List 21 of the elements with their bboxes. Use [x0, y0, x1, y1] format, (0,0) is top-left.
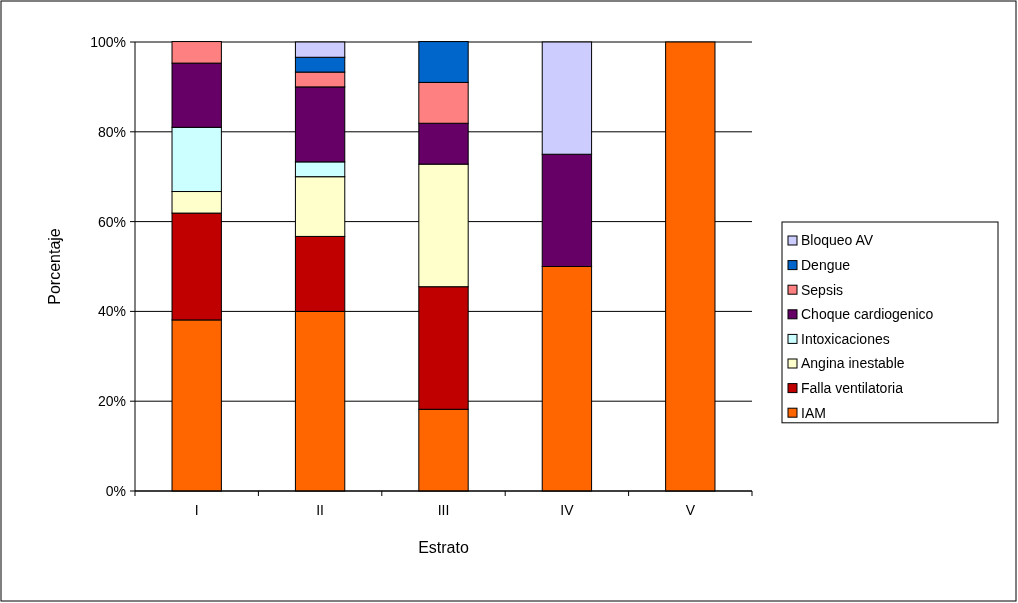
legend-label: Falla ventilatoria: [801, 380, 904, 396]
legend-label: Bloqueo AV: [801, 232, 874, 249]
x-tick-label: IV: [560, 502, 575, 518]
y-tick-label: 100%: [90, 33, 126, 50]
legend-label: Dengue: [801, 257, 851, 273]
x-tick-label: III: [437, 502, 450, 518]
x-tick-label: II: [316, 502, 324, 518]
y-tick-label: 40%: [97, 303, 126, 320]
legend-label: Choque cardiogenico: [801, 306, 934, 323]
y-axis-title: Porcentaje: [46, 228, 63, 305]
y-tick-label: 20%: [97, 393, 126, 410]
y-tick-label: 0%: [105, 482, 126, 499]
y-tick-label: 60%: [97, 213, 126, 230]
y-tick-label: 80%: [97, 123, 126, 140]
legend-label: Sepsis: [801, 281, 844, 298]
x-axis-title: Estrato: [418, 539, 469, 556]
legend-label: Intoxicaciones: [801, 330, 890, 347]
legend-label: IAM: [801, 404, 826, 421]
x-tick-label: I: [194, 502, 199, 518]
legend-label: Angina inestable: [801, 355, 905, 372]
x-tick-label: V: [685, 502, 696, 518]
